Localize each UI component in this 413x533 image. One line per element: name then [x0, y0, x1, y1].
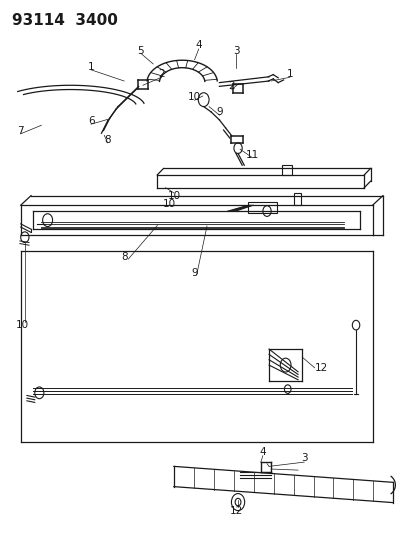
Text: 10: 10	[188, 92, 201, 102]
Text: 3: 3	[232, 46, 239, 55]
Text: 2: 2	[228, 82, 235, 91]
Text: 9: 9	[216, 107, 222, 117]
Text: 12: 12	[314, 363, 327, 373]
Text: 1: 1	[88, 62, 94, 71]
Text: 7: 7	[17, 126, 24, 135]
Text: 10: 10	[167, 191, 180, 201]
Text: 4: 4	[195, 41, 202, 50]
Bar	[281, 165, 291, 175]
Text: 9: 9	[191, 268, 197, 278]
Text: 12: 12	[229, 506, 242, 515]
Text: 1: 1	[286, 69, 292, 78]
Bar	[293, 193, 301, 205]
Text: 5: 5	[137, 46, 144, 55]
Text: 93114  3400: 93114 3400	[12, 13, 118, 28]
Bar	[248, 202, 277, 213]
Text: 8: 8	[121, 252, 127, 262]
Text: 10: 10	[16, 320, 29, 330]
Text: 8: 8	[104, 135, 111, 144]
Text: 2: 2	[158, 69, 164, 78]
Text: 4: 4	[259, 447, 266, 457]
Text: 6: 6	[88, 116, 94, 126]
Text: 11: 11	[245, 150, 259, 159]
Text: 3: 3	[300, 454, 307, 463]
Text: 10: 10	[163, 199, 176, 208]
